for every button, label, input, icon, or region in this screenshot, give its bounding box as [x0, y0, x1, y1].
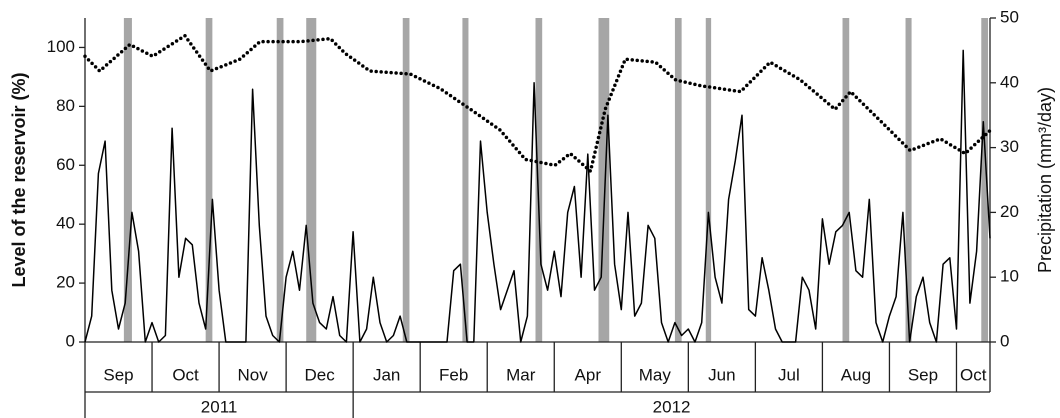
x-tick-label: Jul: [778, 365, 800, 384]
highlight-band: [705, 18, 712, 342]
x-tick-label: Jun: [708, 365, 735, 384]
x-tick-label: Oct: [960, 365, 987, 384]
highlight-band: [905, 18, 912, 342]
highlight-band: [674, 18, 682, 342]
x-tick-label: Nov: [237, 365, 268, 384]
y2-tick-label: 20: [1000, 202, 1019, 221]
y-tick-label: 60: [56, 155, 75, 174]
x-tick-label: Apr: [575, 365, 602, 384]
year-label: 2011: [201, 397, 238, 416]
highlight-band: [842, 18, 850, 342]
y-tick-label: 20: [56, 273, 75, 292]
y-tick-label: 0: [66, 331, 75, 350]
highlight-band: [276, 18, 284, 342]
highlight-band: [535, 18, 543, 342]
x-tick-label: Oct: [172, 365, 199, 384]
x-tick-label: Aug: [841, 365, 871, 384]
y2-axis-title: Precipitation (mm³/day): [1035, 87, 1055, 273]
highlight-band: [981, 18, 988, 342]
y2-tick-label: 50: [1000, 7, 1019, 26]
x-tick-label: Mar: [506, 365, 536, 384]
x-tick-label: Sep: [103, 365, 133, 384]
x-tick-label: Dec: [305, 365, 336, 384]
highlight-band: [205, 18, 213, 342]
y2-tick-label: 30: [1000, 137, 1019, 156]
y-axis-title: Level of the reservoir (%): [9, 72, 29, 287]
highlight-band: [598, 18, 610, 342]
series-line: [84, 49, 991, 343]
series-line: [83, 33, 993, 173]
y2-tick-label: 0: [1000, 331, 1009, 350]
highlight-band: [402, 18, 410, 342]
y-tick-label: 40: [56, 214, 75, 233]
y2-tick-label: 10: [1000, 267, 1019, 286]
highlight-band: [462, 18, 469, 342]
x-tick-label: Sep: [908, 365, 938, 384]
x-tick-label: Feb: [439, 365, 468, 384]
highlight-band: [306, 18, 317, 342]
highlight-band: [123, 18, 132, 342]
y2-tick-label: 40: [1000, 72, 1019, 91]
x-tick-label: Jan: [373, 365, 400, 384]
year-label: 2012: [653, 397, 691, 416]
y-tick-label: 100: [47, 37, 75, 56]
x-tick-label: May: [639, 365, 672, 384]
y-tick-label: 80: [56, 96, 75, 115]
